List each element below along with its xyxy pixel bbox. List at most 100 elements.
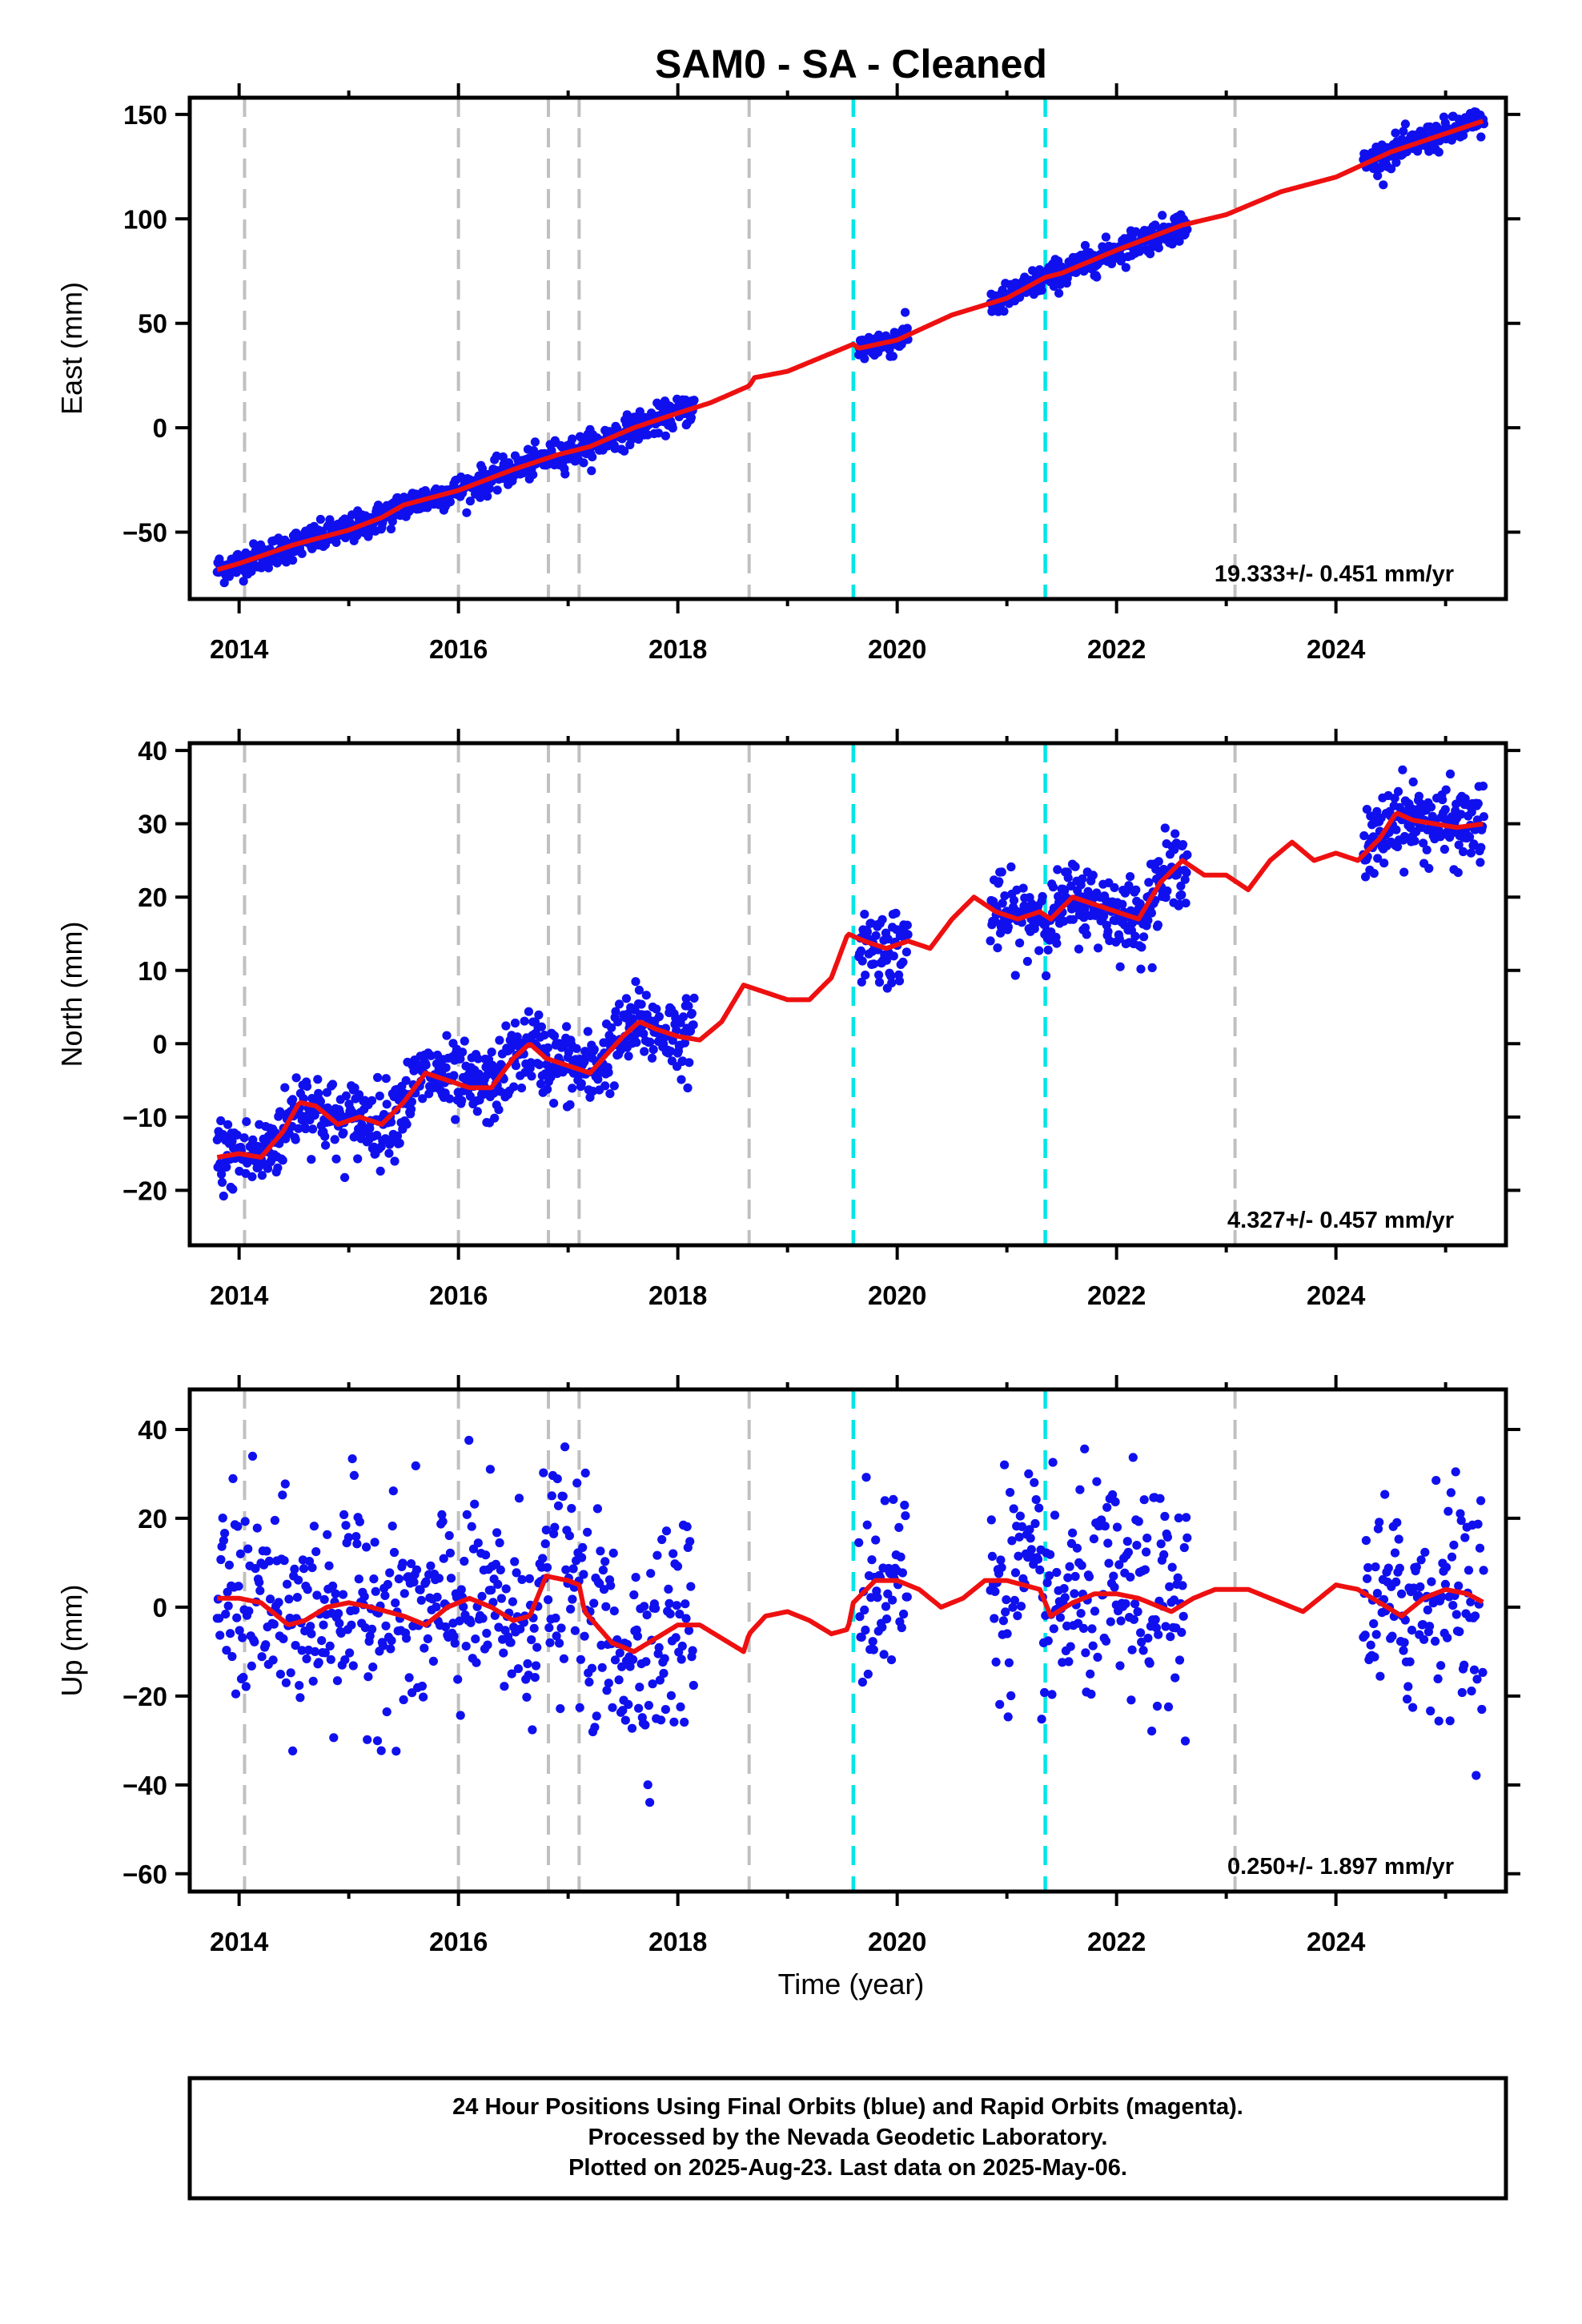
data-point [472,1658,481,1667]
data-point [1178,840,1188,850]
data-point [1447,1552,1457,1562]
data-point [1018,883,1028,893]
data-point [1046,1550,1055,1559]
x-axis-label: Time (year) [778,1968,925,2000]
data-point [1126,1572,1135,1582]
data-point [288,1095,298,1104]
data-point [689,396,699,405]
data-point [1124,881,1134,891]
chart-title: SAM0 - SA - Cleaned [655,42,1047,86]
data-point [321,1140,331,1150]
data-point [320,1132,330,1141]
data-point [1101,1636,1111,1646]
data-point [375,1166,385,1176]
data-point [395,1138,404,1148]
data-point [1075,1485,1085,1494]
data-point [604,1679,613,1688]
data-point [1084,1572,1094,1582]
data-point [660,1654,669,1663]
data-point [1063,1573,1073,1582]
data-point [1082,930,1091,939]
x-tick-label: 2018 [648,634,707,664]
data-point [1369,869,1379,879]
data-point [1155,1494,1165,1503]
data-point [1132,1541,1142,1550]
data-point [902,920,912,930]
y-tick-label: 30 [138,810,167,839]
data-point [1090,1606,1100,1616]
data-point [661,431,671,440]
data-point [460,1556,469,1566]
data-point [869,1645,878,1655]
data-point [1128,1453,1138,1462]
data-point [492,485,502,495]
data-point [601,1602,611,1611]
data-point [558,1491,568,1502]
data-point [1070,1571,1080,1582]
data-point [235,1549,245,1558]
data-point [226,1629,235,1638]
data-point [336,1628,346,1638]
data-point [551,1613,560,1623]
data-point [355,1517,364,1526]
data-point [596,1640,606,1650]
data-point [234,1582,243,1591]
data-point [1469,1665,1480,1675]
data-point [887,978,897,987]
data-point [527,1072,536,1081]
data-point [363,1672,373,1682]
data-point [270,1515,279,1526]
data-point [1109,1571,1118,1581]
data-point [1150,1614,1160,1625]
data-point [1063,873,1073,883]
data-point [1393,842,1403,851]
data-point [232,1130,242,1140]
data-point [652,1550,662,1560]
data-point [1118,899,1127,909]
data-point [250,1637,259,1647]
data-point [1110,883,1119,892]
data-point [1037,285,1046,295]
data-point [511,1061,521,1071]
data-point [1459,131,1468,140]
data-point [1067,904,1077,914]
data-point [857,1677,867,1687]
data-point [279,1634,288,1643]
data-point [645,1798,655,1807]
data-point [532,1642,542,1652]
data-point [1008,1602,1018,1612]
data-point [1145,1659,1154,1668]
data-point [644,1700,654,1711]
data-point [455,1616,464,1626]
data-point [477,1591,487,1601]
data-point [611,1007,620,1016]
data-point [1048,1458,1058,1467]
data-point [1009,1504,1018,1514]
data-point [331,537,341,548]
data-point [324,1561,334,1570]
data-point [345,1648,355,1658]
data-point [308,1676,318,1686]
data-point [549,1099,559,1108]
data-point [1153,920,1162,930]
data-point [1049,1624,1058,1634]
data-point [605,1089,615,1099]
data-point [387,517,397,526]
data-point [894,976,905,986]
data-point [219,1191,228,1201]
data-point [990,917,1000,927]
data-point [871,931,881,940]
data-point [1387,1631,1397,1641]
data-point [1436,1661,1446,1671]
data-point [584,1677,594,1687]
data-point [540,1031,549,1040]
data-point [643,1780,652,1790]
data-point [1163,1702,1174,1711]
data-point [656,1715,666,1725]
y-tick-label: 40 [138,1415,167,1445]
data-point [1009,895,1019,905]
data-point [661,1526,672,1536]
data-point [1177,1627,1186,1637]
data-point [294,1575,303,1585]
data-point [1024,1469,1034,1478]
